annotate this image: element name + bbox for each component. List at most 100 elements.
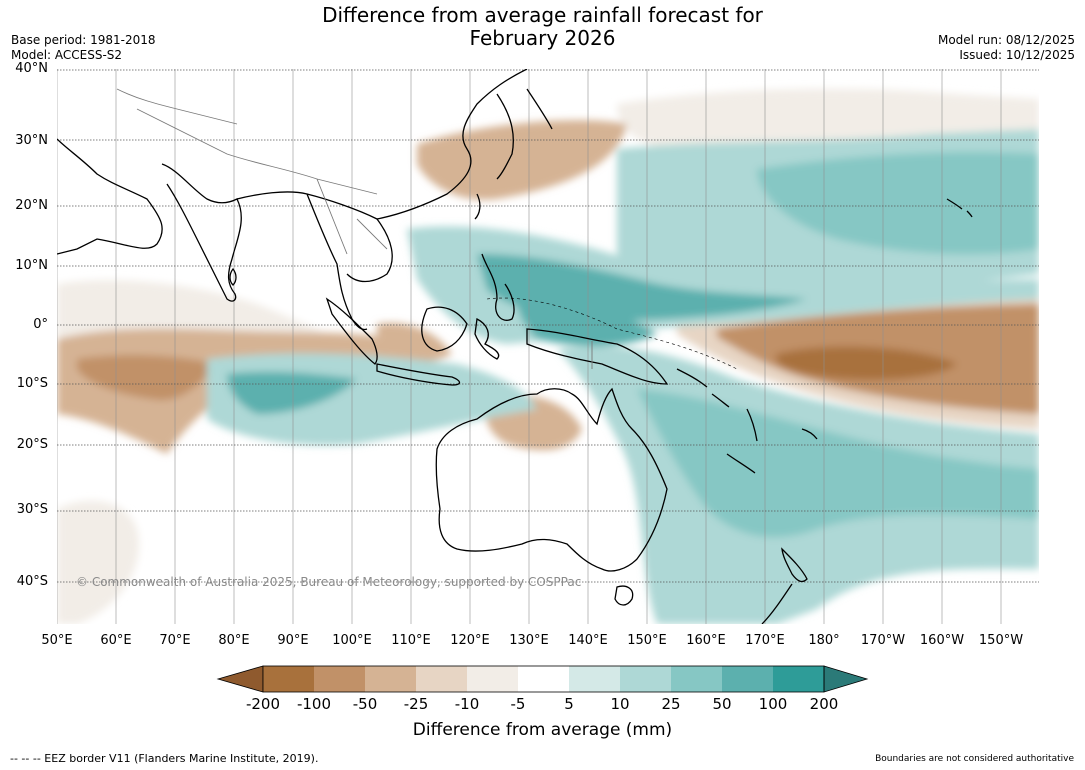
eez-legend-note: -- -- -- EEZ border V11 (Flanders Marine…: [10, 752, 319, 765]
lon-label-170e: 170°E: [745, 633, 785, 648]
run-info: Model run: 08/12/2025 Issued: 10/12/2025: [938, 33, 1075, 63]
issued-date: Issued: 10/12/2025: [959, 48, 1075, 62]
colorbar-bin-11: [773, 666, 824, 692]
colorbar-bin-1: [263, 666, 314, 692]
lon-label-90e: 90°E: [277, 633, 309, 648]
lat-label-10n: 10°N: [15, 258, 48, 273]
border-himalaya: [136, 108, 378, 195]
coast-southeast-asia: [306, 193, 393, 283]
country-borders: [116, 88, 593, 369]
colorbar-bin-2: [314, 666, 365, 692]
lat-label-20s: 20°S: [16, 437, 48, 452]
colorbar-bin-5: [467, 666, 518, 692]
coast-taiwan-philippines: [474, 193, 515, 321]
anomaly-patch-new-guinea-wet: [517, 299, 657, 346]
colorbar-tick-100: 100: [758, 695, 788, 713]
model-run: Model run: 08/12/2025: [937, 33, 1075, 47]
coast-china: [376, 69, 528, 220]
colorbar-tick-5: 5: [564, 695, 574, 713]
copyright-notice: © Commonwealth of Australia 2025, Bureau…: [76, 575, 582, 589]
lon-label-140e: 140°E: [568, 633, 608, 648]
colorbar-bin-6: [518, 666, 569, 692]
coast-bay-of-bengal: [236, 191, 368, 331]
colorbar-bin-8: [620, 666, 671, 692]
lon-label-120e: 120°E: [450, 633, 490, 648]
lon-label-180: 180°: [808, 633, 840, 648]
anomaly-patch-pacific-dry-core: [775, 346, 957, 380]
lon-label-60e: 60°E: [100, 633, 132, 648]
lon-label-70e: 70°E: [159, 633, 191, 648]
colorbar-bin-3: [365, 666, 416, 692]
graticule-meridians: [57, 69, 1002, 624]
coast-java: [376, 363, 461, 386]
colorbar-bin-4: [416, 666, 467, 692]
colorbar-title: Difference from average (mm): [412, 720, 673, 740]
lon-label-170w: 170°W: [860, 633, 906, 648]
map-title: Difference from average rainfall forecas…: [0, 4, 1085, 50]
coast-tasmania: [614, 585, 634, 606]
colorbar-tick-minus10: -10: [454, 695, 480, 713]
coast-borneo: [421, 306, 468, 352]
lat-label-30s: 30°S: [16, 502, 48, 517]
lon-label-80e: 80°E: [218, 633, 250, 648]
coast-sumatra: [325, 297, 378, 365]
lat-label-equator: 0°: [33, 317, 48, 332]
anomaly-patch-indian-dry-core: [77, 355, 217, 400]
lat-label-10s: 10°S: [16, 376, 48, 391]
coast-new-zealand-south: [761, 583, 793, 624]
colorbar-tick-minus25: -25: [403, 695, 429, 713]
anomaly-field: [57, 88, 1039, 624]
coast-new-guinea: [526, 328, 669, 385]
lon-label-150e: 150°E: [627, 633, 667, 648]
anomaly-patch-tasman-wet: [655, 499, 787, 624]
coast-new-caledonia: [726, 453, 756, 474]
anomaly-patch-spcz-wet-core: [637, 389, 1039, 538]
map-title-line2: February 2026: [469, 26, 616, 50]
coast-solomon-islands: [676, 368, 730, 408]
coastlines: [57, 69, 973, 624]
lat-label-30n: 30°N: [15, 133, 48, 148]
coast-australia: [435, 387, 668, 572]
colorbar-bin-9: [671, 666, 722, 692]
colorbar-extend-low: [216, 665, 264, 693]
boundaries-disclaimer: Boundaries are not considered authoritat…: [875, 754, 1074, 764]
lon-label-100e: 100°E: [332, 633, 372, 648]
lon-label-150w: 150°W: [978, 633, 1024, 648]
colorbar-extend-high: [823, 665, 869, 693]
colorbar-tick-minus5: -5: [510, 695, 526, 713]
lon-label-50e: 50°E: [41, 633, 73, 648]
colorbar: [216, 665, 869, 693]
coast-korea-japan: [496, 88, 553, 180]
colorbar-tick-25: 25: [661, 695, 681, 713]
coast-vanuatu-fiji: [746, 408, 818, 442]
coast-sulawesi: [474, 318, 500, 360]
coast-hawaii: [946, 198, 973, 218]
anomaly-patch-north-pacific-wet-core: [757, 152, 1039, 255]
rainfall-anomaly-map: [57, 69, 1039, 624]
base-info: Base period: 1981-2018 Model: ACCESS-S2: [11, 33, 156, 63]
lon-label-130e: 130°E: [509, 633, 549, 648]
lon-label-160w: 160°W: [919, 633, 965, 648]
anomaly-patch-south-indian-wet-core: [227, 371, 357, 414]
lat-label-20n: 20°N: [15, 198, 48, 213]
colorbar-bin-7: [569, 666, 620, 692]
colorbar-tick-minus200: -200: [245, 695, 281, 713]
colorbar-tick-minus100: -100: [296, 695, 332, 713]
colorbar-tick-50: 50: [712, 695, 732, 713]
colorbar-tick-minus50: -50: [352, 695, 378, 713]
eez-border: [486, 297, 738, 370]
coast-new-zealand-north: [781, 547, 808, 583]
border-central-asia: [116, 88, 238, 125]
colorbar-bin-10: [722, 666, 773, 692]
map-title-line1: Difference from average rainfall forecas…: [322, 3, 763, 27]
anomaly-patch-south-indian-light: [57, 500, 139, 624]
coast-india: [161, 163, 242, 302]
coast-arabia: [57, 138, 163, 255]
anomaly-patch-indonesia-dry: [377, 322, 452, 363]
base-period: Base period: 1981-2018: [11, 33, 156, 47]
lon-label-160e: 160°E: [686, 633, 726, 648]
colorbar-outline: [262, 665, 825, 693]
lat-label-40s: 40°S: [16, 574, 48, 589]
border-indochina: [316, 178, 388, 255]
lon-label-110e: 110°E: [391, 633, 431, 648]
